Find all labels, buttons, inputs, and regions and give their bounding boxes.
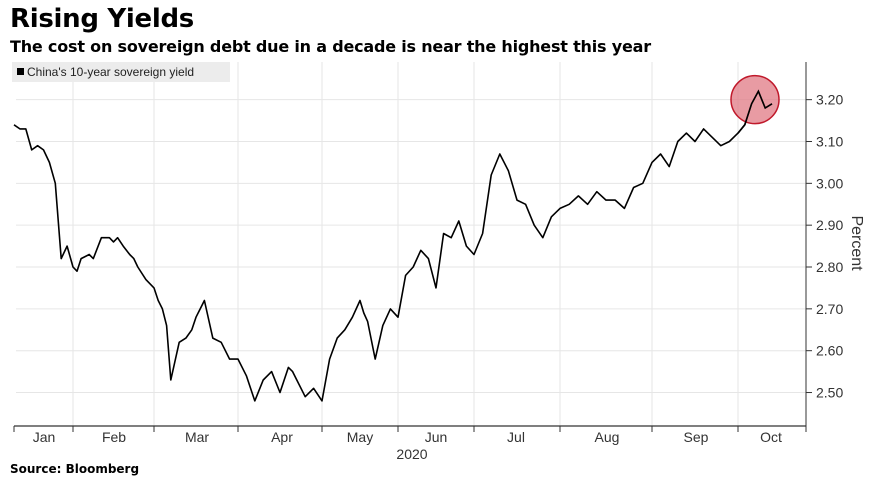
chart-title: Rising Yields (10, 4, 194, 34)
highlight-series-segment (737, 89, 773, 134)
x-axis-year-label: 2020 (396, 446, 427, 462)
series-line (13, 90, 773, 402)
chart-subtitle: The cost on sovereign debt due in a deca… (10, 37, 651, 56)
x-tick-label: Sep (684, 429, 709, 445)
y-tick-label: 3.10 (816, 133, 843, 149)
annotation-layer (730, 74, 780, 134)
y-tick-label: 2.90 (816, 217, 843, 233)
x-axis: Jan Feb Mar Apr May Jun Jul Aug Sep Oct (13, 425, 807, 445)
legend-label: China's 10-year sovereign yield (27, 65, 194, 79)
legend-background (12, 62, 230, 82)
x-tick-label: Jul (507, 429, 525, 445)
y-axis: 3.20 3.10 3.00 2.90 2.80 2.70 2.60 2.50 (805, 62, 843, 426)
x-tick-label: Mar (185, 429, 209, 445)
y-tick-label: 2.60 (816, 343, 843, 359)
x-tick-label: Jan (33, 429, 56, 445)
y-axis-label: Percent (848, 215, 865, 271)
y-tick-label: 2.80 (816, 259, 843, 275)
y-tick-label: 3.00 (816, 175, 843, 191)
x-tick-label: Apr (271, 429, 293, 445)
x-tick-label: Aug (595, 429, 620, 445)
x-tick-label: Oct (760, 429, 782, 445)
x-tick-label: Feb (102, 429, 126, 445)
source-note: Source: Bloomberg (10, 462, 140, 476)
x-tick-label: May (347, 429, 373, 445)
series-layer (13, 90, 773, 402)
gridlines (16, 62, 806, 426)
highlight-circle (730, 74, 780, 125)
legend: China's 10-year sovereign yield (12, 62, 230, 82)
y-tick-label: 2.50 (816, 385, 843, 401)
legend-swatch (17, 68, 24, 75)
y-tick-label: 2.70 (816, 301, 843, 317)
x-tick-label: Jun (425, 429, 448, 445)
y-tick-label: 3.20 (816, 92, 843, 108)
